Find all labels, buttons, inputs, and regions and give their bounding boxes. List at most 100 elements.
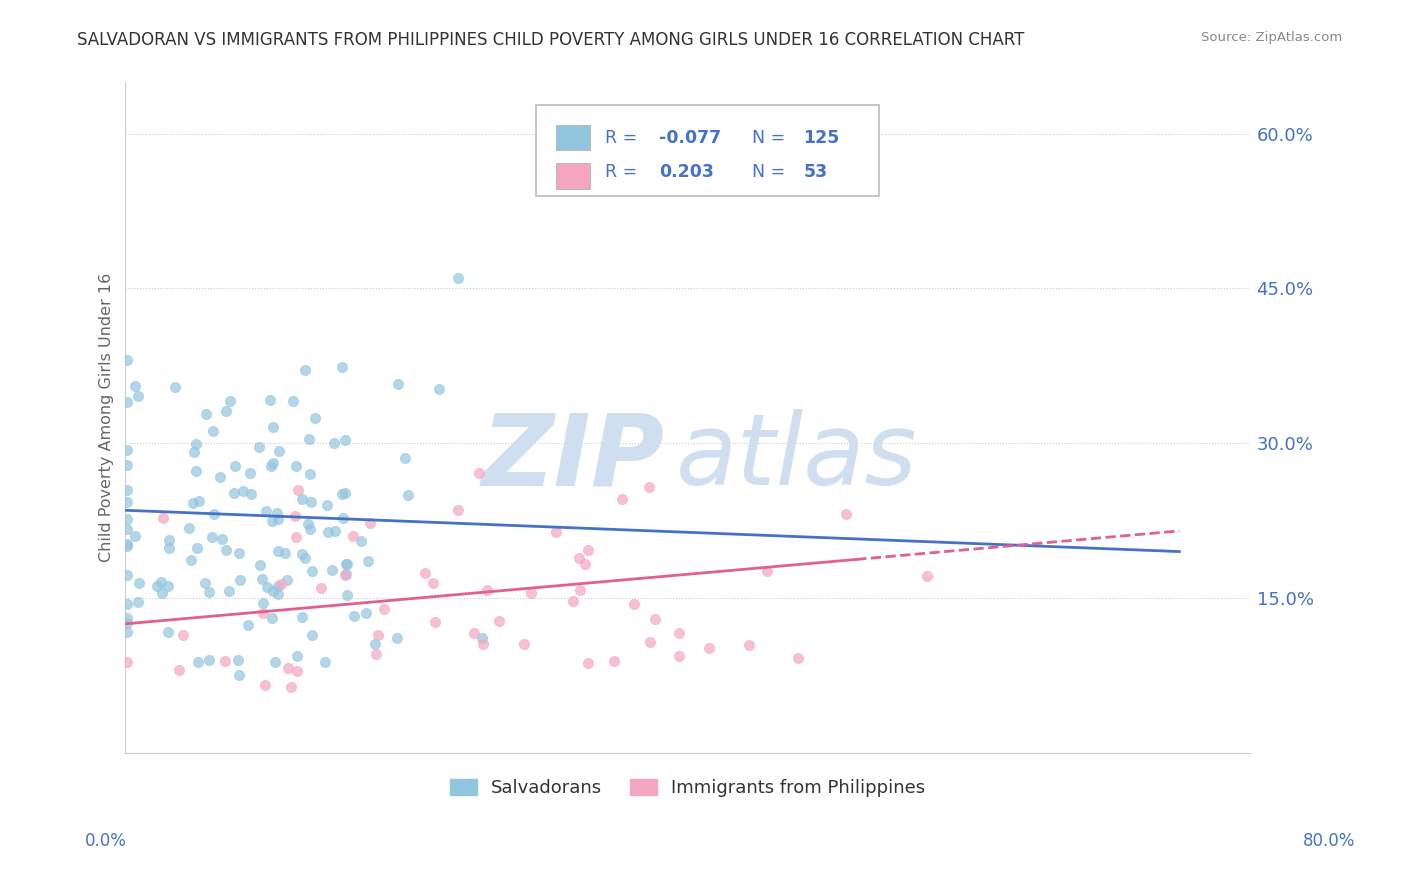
Point	[266, 512, 288, 526]
Point	[184, 437, 207, 451]
Point	[115, 624, 138, 639]
Point	[638, 480, 661, 494]
Text: N =: N =	[752, 128, 790, 146]
Point	[568, 582, 591, 597]
Point	[316, 498, 339, 512]
Point	[184, 464, 207, 478]
Y-axis label: Child Poverty Among Girls Under 16: Child Poverty Among Girls Under 16	[100, 273, 114, 562]
Point	[316, 525, 339, 540]
Point	[333, 568, 356, 582]
Text: 53: 53	[803, 163, 828, 181]
Point	[187, 655, 209, 669]
Point	[394, 451, 416, 466]
Point	[335, 557, 357, 571]
Point	[127, 389, 149, 403]
Point	[477, 583, 499, 598]
Point	[218, 584, 240, 599]
Point	[198, 653, 221, 667]
Point	[336, 557, 359, 571]
Point	[568, 550, 591, 565]
Point	[284, 509, 307, 524]
Point	[574, 558, 596, 572]
Point	[269, 444, 291, 458]
Point	[291, 547, 314, 561]
Point	[232, 484, 254, 499]
Point	[267, 587, 290, 601]
Point	[172, 628, 194, 642]
Point	[561, 594, 583, 608]
Point	[396, 487, 419, 501]
Point	[284, 458, 307, 473]
Legend: Salvadorans, Immigrants from Philippines: Salvadorans, Immigrants from Philippines	[443, 772, 932, 805]
Point	[262, 456, 284, 470]
Point	[202, 508, 225, 522]
Point	[520, 586, 543, 600]
Point	[284, 530, 307, 544]
Point	[336, 588, 359, 602]
Point	[115, 353, 138, 368]
FancyBboxPatch shape	[555, 125, 589, 151]
Point	[277, 661, 299, 675]
Point	[915, 569, 938, 583]
Point	[262, 420, 284, 434]
Point	[373, 602, 395, 616]
Text: ZIP: ZIP	[482, 409, 665, 506]
Text: R =: R =	[606, 163, 643, 181]
Text: 125: 125	[803, 128, 839, 146]
Point	[209, 470, 232, 484]
Point	[323, 524, 346, 538]
Point	[157, 624, 180, 639]
Point	[240, 486, 263, 500]
Point	[211, 532, 233, 546]
Point	[252, 606, 274, 620]
Point	[115, 522, 138, 536]
Point	[146, 579, 169, 593]
Point	[260, 514, 283, 528]
Point	[115, 483, 138, 498]
Point	[330, 487, 353, 501]
Text: 0.203: 0.203	[659, 163, 714, 181]
Point	[738, 638, 761, 652]
Point	[252, 596, 274, 610]
Point	[263, 655, 285, 669]
Text: 0.0%: 0.0%	[84, 831, 127, 849]
Point	[186, 541, 208, 555]
Point	[309, 581, 332, 595]
Text: 80.0%: 80.0%	[1302, 831, 1355, 849]
Point	[425, 615, 447, 630]
Point	[115, 615, 138, 630]
Point	[304, 410, 326, 425]
Point	[194, 407, 217, 421]
Point	[198, 584, 221, 599]
FancyBboxPatch shape	[536, 105, 879, 196]
Point	[222, 486, 245, 500]
Point	[157, 579, 180, 593]
Point	[513, 637, 536, 651]
Point	[115, 539, 138, 553]
Point	[128, 575, 150, 590]
Point	[259, 393, 281, 408]
Point	[285, 648, 308, 663]
Point	[314, 655, 336, 669]
Point	[834, 508, 856, 522]
Point	[253, 678, 276, 692]
Point	[447, 271, 470, 285]
Point	[387, 376, 409, 391]
Point	[238, 466, 260, 480]
Point	[201, 530, 224, 544]
Point	[612, 492, 634, 507]
Point	[350, 533, 373, 548]
Point	[342, 529, 364, 543]
Point	[115, 458, 138, 473]
Point	[157, 541, 180, 555]
Point	[167, 663, 190, 677]
Point	[343, 608, 366, 623]
Text: Source: ZipAtlas.com: Source: ZipAtlas.com	[1202, 31, 1343, 45]
Point	[333, 486, 356, 500]
Point	[301, 564, 323, 578]
Point	[668, 649, 690, 664]
Point	[330, 360, 353, 375]
Point	[124, 379, 146, 393]
Point	[165, 380, 187, 394]
Point	[115, 611, 138, 625]
